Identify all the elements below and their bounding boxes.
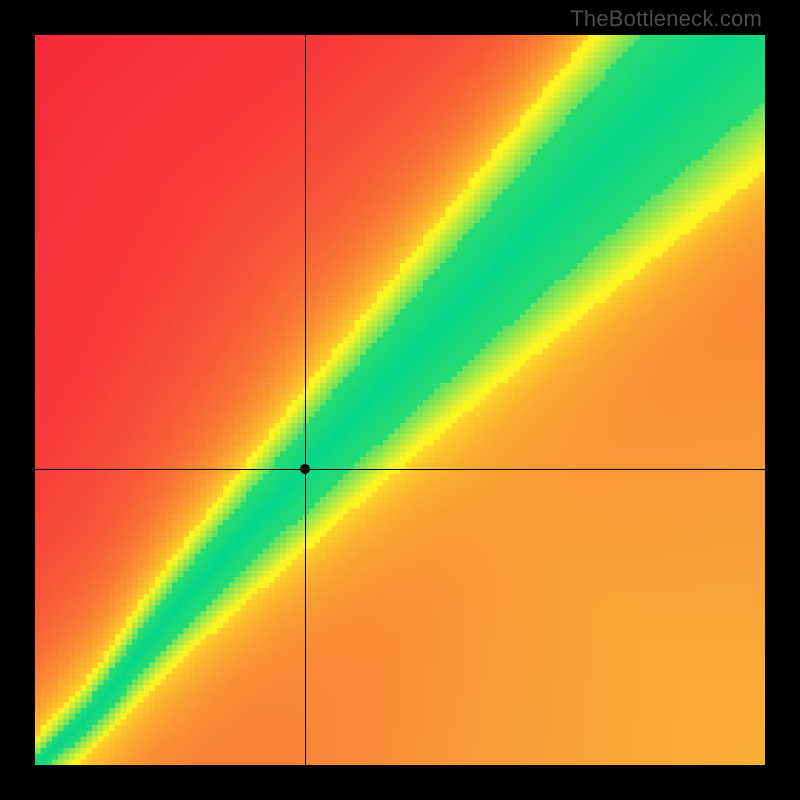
plot-area	[35, 35, 765, 765]
bottleneck-heatmap	[35, 35, 765, 765]
watermark-text: TheBottleneck.com	[570, 6, 762, 32]
crosshair-vertical	[305, 35, 306, 765]
crosshair-horizontal	[35, 469, 765, 470]
chart-frame: TheBottleneck.com	[0, 0, 800, 800]
